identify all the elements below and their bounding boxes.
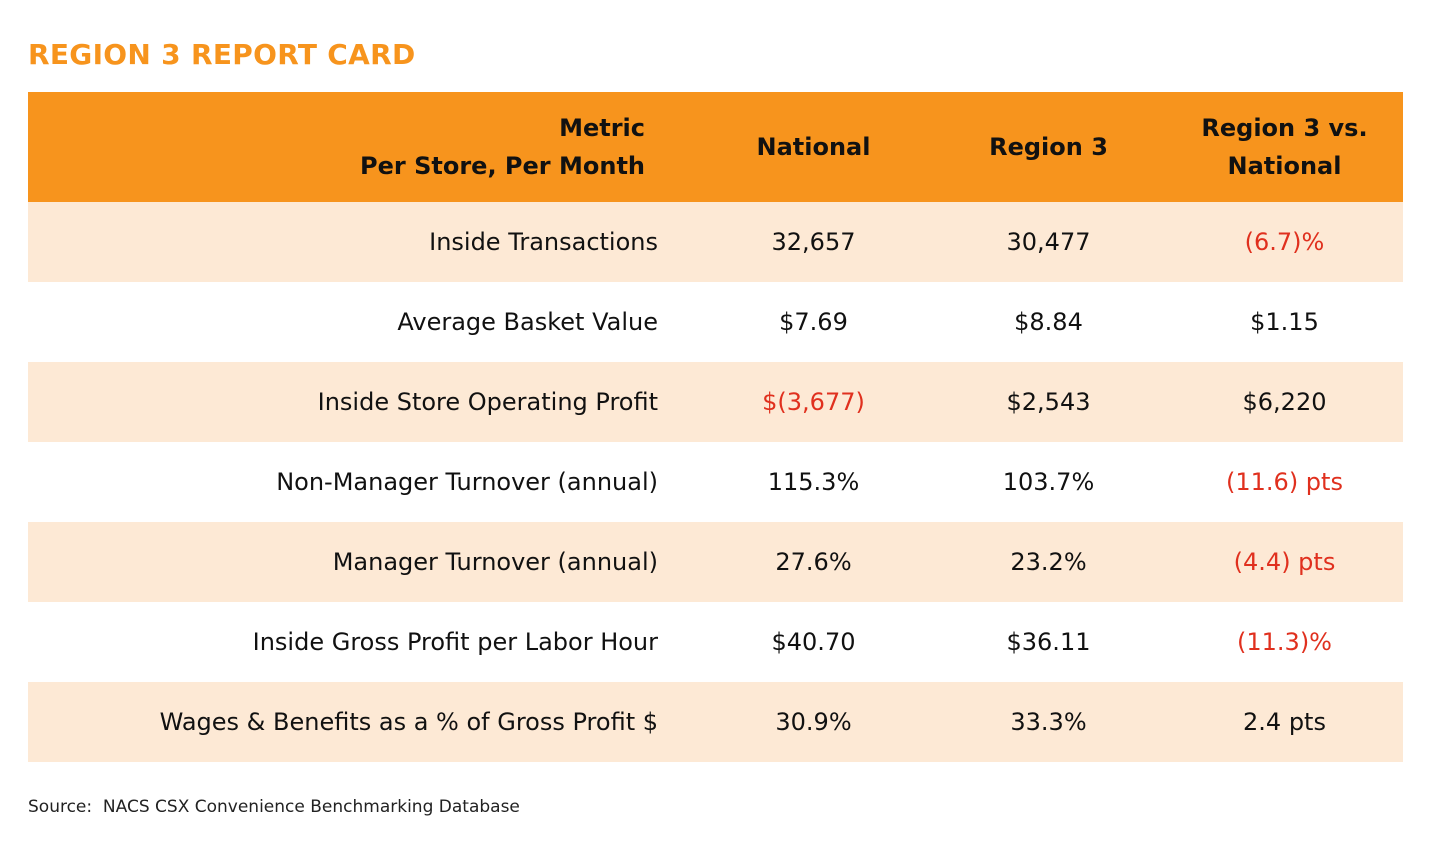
value-cell: 32,657 [771, 228, 856, 256]
value-cell: (6.7)% [1244, 228, 1325, 256]
value-cell: 23.2% [1010, 548, 1087, 576]
metric-label: Wages & Benefits as a % of Gross Profit … [159, 708, 658, 736]
header-line: Metric [559, 114, 645, 142]
value-cell: $(3,677) [762, 388, 865, 416]
value-cell: 30,477 [1006, 228, 1091, 256]
table-row: Inside Transactions 32,657 30,477 (6.7)% [28, 202, 1403, 282]
value-cell: 103.7% [1002, 468, 1095, 496]
value-cell: (11.3)% [1237, 628, 1332, 656]
value-cell: 33.3% [1010, 708, 1087, 736]
header-line: Region 3 vs. [1201, 114, 1368, 142]
header-line: National [1227, 152, 1342, 180]
header-line: National [756, 133, 871, 161]
value-cell: 27.6% [775, 548, 852, 576]
value-cell: 115.3% [767, 468, 860, 496]
table-row: Non-Manager Turnover (annual) 115.3% 103.7… [28, 442, 1403, 522]
metric-label: Inside Store Operating Profit [317, 388, 658, 416]
metric-label: Inside Transactions [429, 228, 658, 256]
header-cell: National [696, 92, 931, 202]
header-cell: Metric Per Store, Per Month [28, 92, 645, 202]
table-row: Average Basket Value $7.69 $8.84 $1.15 [28, 282, 1403, 362]
value-cell: $1.15 [1250, 308, 1319, 336]
value-cell: (4.4) pts [1233, 548, 1336, 576]
value-cell: $40.70 [771, 628, 856, 656]
value-cell: $8.84 [1014, 308, 1083, 336]
table-row: Wages & Benefits as a % of Gross Profit … [28, 682, 1403, 762]
value-cell: $7.69 [779, 308, 848, 336]
header-line: Region 3 [989, 133, 1108, 161]
table-row: Manager Turnover (annual) 27.6% 23.2% (4.4)… [28, 522, 1403, 602]
header-row: Metric Per Store, Per Month National Region… [28, 92, 1403, 202]
metric-label: Inside Gross Profit per Labor Hour [252, 628, 658, 656]
source-note: Source: NACS CSX Convenience Benchmarkin… [28, 797, 520, 817]
title: REGION 3 REPORT CARD [28, 38, 416, 71]
metric-label: Manager Turnover (annual) [332, 548, 658, 576]
metric-label: Non-Manager Turnover (annual) [276, 468, 658, 496]
value-cell: 30.9% [775, 708, 852, 736]
value-cell: $2,543 [1006, 388, 1091, 416]
value-cell: $36.11 [1006, 628, 1091, 656]
header-cell: Region 3 vs. National [1166, 92, 1403, 202]
value-cell: $6,220 [1242, 388, 1327, 416]
header-line: Per Store, Per Month [360, 152, 645, 180]
value-cell: 2.4 pts [1243, 708, 1326, 736]
table-row: Inside Gross Profit per Labor Hour $40.70… [28, 602, 1403, 682]
table-row: Inside Store Operating Profit $(3,677) $2,… [28, 362, 1403, 442]
metric-label: Average Basket Value [397, 308, 658, 336]
header-cell: Region 3 [931, 92, 1166, 202]
value-cell: (11.6) pts [1226, 468, 1343, 496]
